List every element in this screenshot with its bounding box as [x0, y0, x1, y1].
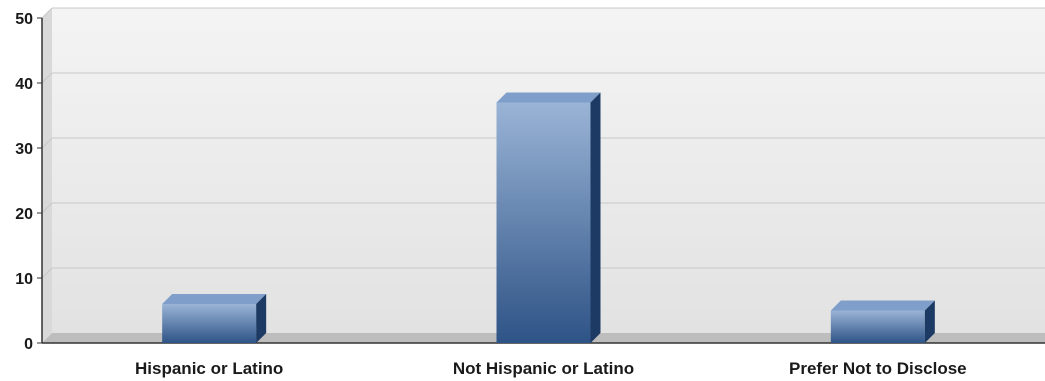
- left-wall: [42, 8, 52, 343]
- bar-front: [162, 304, 257, 343]
- y-tick-label: 10: [15, 271, 33, 288]
- y-tick-label: 40: [15, 76, 33, 93]
- bar-top: [830, 300, 935, 311]
- x-category-label: Not Hispanic or Latino: [453, 359, 634, 378]
- x-axis-labels: Hispanic or Latino Not Hispanic or Latino…: [135, 359, 967, 378]
- bar-top: [496, 92, 601, 103]
- bar: [830, 300, 935, 343]
- bar-top: [162, 294, 267, 304]
- gridline-side: [41, 72, 53, 84]
- bar-side: [590, 92, 601, 343]
- y-tick-label: 50: [15, 11, 33, 28]
- bars: [162, 92, 935, 343]
- y-axis-ticks: 0 10 20 30 40 50: [15, 11, 42, 353]
- gridline-side: [41, 267, 53, 279]
- x-category-label: Prefer Not to Disclose: [789, 359, 967, 378]
- bar: [162, 294, 267, 343]
- gridline-side: [41, 7, 53, 19]
- gridline-side: [41, 202, 53, 214]
- bar: [496, 92, 601, 343]
- x-category-label: Hispanic or Latino: [135, 359, 283, 378]
- y-tick-label: 0: [24, 336, 33, 353]
- bar-front: [830, 310, 925, 343]
- bar-front: [496, 102, 591, 343]
- y-tick-label: 20: [15, 206, 33, 223]
- bar-side: [256, 294, 267, 343]
- y-tick-label: 30: [15, 141, 33, 158]
- gridline-side: [41, 137, 53, 149]
- bar-side: [924, 300, 935, 343]
